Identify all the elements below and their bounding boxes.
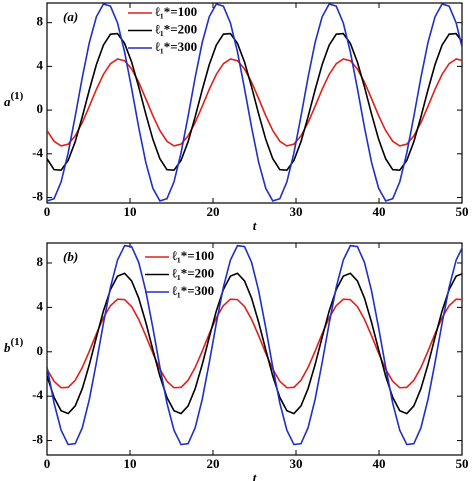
y-tick-label: -8: [32, 432, 43, 447]
plot-frame: [46, 242, 463, 456]
x-tick-label: 10: [124, 456, 137, 471]
x-axis-label: t: [253, 470, 257, 481]
y-axis-label-sup: (1): [11, 336, 24, 348]
panel-label: (a): [63, 9, 78, 24]
y-tick-label: 8: [37, 14, 44, 29]
legend-label: ℓ₁*=100: [171, 248, 214, 263]
y-axis-label-base: a: [4, 94, 11, 109]
x-tick-label: 30: [290, 204, 303, 219]
series-line: [47, 3, 462, 202]
legend-label: ℓ₁*=100: [154, 4, 197, 19]
x-tick-label: 30: [290, 456, 303, 471]
x-tick-label: 50: [456, 456, 469, 471]
plot-frame: [46, 2, 463, 204]
y-tick-label: -4: [32, 387, 43, 402]
series-line: [47, 244, 462, 446]
x-tick-label: 0: [44, 204, 51, 219]
series-group: [47, 244, 462, 446]
series-group: [47, 3, 462, 202]
y-tick-label: 4: [37, 57, 44, 72]
y-tick-label: -4: [32, 145, 43, 160]
x-tick-label: 0: [44, 456, 51, 471]
series-line: [47, 32, 462, 172]
y-axis-label-sup: (1): [11, 90, 24, 102]
legend-label: ℓ₁*=300: [171, 283, 214, 298]
x-tick-label: 50: [456, 204, 469, 219]
legend-label: ℓ₁*=200: [154, 21, 197, 36]
y-axis-label: a(1): [4, 90, 24, 109]
panel: -8 -4 0 4 8 0 10 20 30 40 50 t b(1) (b) ℓ₁*=100 ℓ₁*=200…: [4, 242, 469, 481]
y-tick-label: 4: [37, 298, 44, 313]
x-tick-label: 40: [373, 204, 386, 219]
x-tick-label: 20: [207, 204, 220, 219]
y-tick-label: -8: [32, 189, 43, 204]
y-tick-label: 0: [37, 343, 44, 358]
x-axis-label: t: [253, 218, 257, 233]
x-tick-label: 20: [207, 456, 220, 471]
legend-label: ℓ₁*=300: [154, 39, 197, 54]
series-line: [47, 298, 462, 389]
legend-label: ℓ₁*=200: [171, 265, 214, 280]
y-tick-label: 8: [37, 254, 44, 269]
x-tick-label: 10: [124, 204, 137, 219]
y-axis-label-base: b: [4, 340, 11, 355]
panel: -8 -4 0 4 8 0 10 20 30 40 50 t a(1) (a) ℓ₁*=100 ℓ₁*=200…: [4, 2, 469, 233]
panel-label: (b): [63, 249, 78, 264]
y-axis-label: b(1): [4, 336, 24, 355]
series-line: [47, 272, 462, 415]
y-tick-label: 0: [37, 101, 44, 116]
series-line: [47, 58, 462, 147]
x-tick-label: 40: [373, 456, 386, 471]
